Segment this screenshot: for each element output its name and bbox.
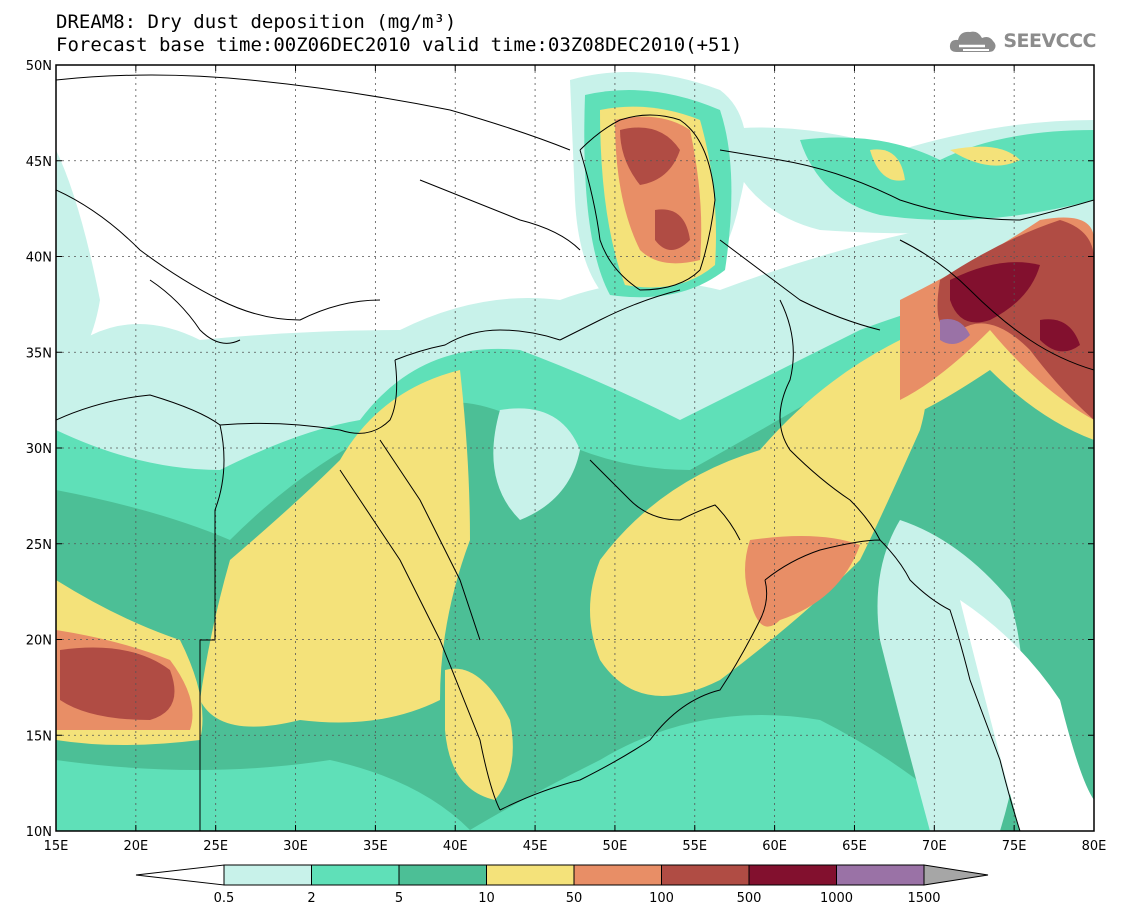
chart-title: DREAM8: Dry dust deposition (mg/m³): [56, 11, 457, 33]
lon-tick-label: 15E: [44, 839, 69, 854]
seevccc-logo: SEEVCCC: [947, 26, 1096, 56]
lon-tick-label: 45E: [523, 839, 548, 854]
lon-tick-label: 70E: [922, 839, 947, 854]
lat-tick-label: 10N: [26, 825, 52, 840]
colorbar: 0.5 2 5 10 50 100 500 1000 1500: [135, 864, 989, 906]
lat-tick-label: 40N: [26, 251, 52, 266]
lat-tick-label: 35N: [26, 346, 52, 361]
colorbar-swatch: [311, 864, 400, 886]
colorbar-label: 100: [649, 891, 674, 906]
lat-tick-label: 20N: [26, 634, 52, 649]
graticule: [56, 65, 1094, 831]
lon-tick-label: 20E: [123, 839, 148, 854]
lat-tick-label: 45N: [26, 155, 52, 170]
colorbar-label: 1500: [907, 891, 940, 906]
lon-tick-label: 50E: [603, 839, 628, 854]
lon-tick-label: 35E: [363, 839, 388, 854]
colorbar-label: 500: [737, 891, 762, 906]
deposition-field: [56, 65, 1094, 831]
colorbar-under-triangle: [135, 864, 225, 886]
lon-tick-label: 65E: [842, 839, 867, 854]
colorbar-swatch: [223, 864, 312, 886]
colorbar-swatch: [836, 864, 925, 886]
coastlines: [56, 74, 1094, 831]
lon-tick-label: 55E: [682, 839, 707, 854]
lat-tick-label: 25N: [26, 538, 52, 553]
lon-tick-label: 80E: [1082, 839, 1107, 854]
axis-ticks: 15E 20E 25E 30E 35E 40E 45E 50E 55E 60E 65E 70E 75E 8…: [26, 59, 1107, 854]
chart-subtitle: Forecast base time:00Z06DEC2010 valid ti…: [56, 34, 743, 56]
lon-tick-label: 75E: [1002, 839, 1027, 854]
lon-tick-label: 25E: [203, 839, 228, 854]
colorbar-swatch: [398, 864, 487, 886]
lon-tick-label: 60E: [762, 839, 787, 854]
colorbar-over-triangle: [923, 864, 989, 886]
cloud-icon: [950, 31, 996, 52]
colorbar-label: 10: [478, 891, 495, 906]
lon-tick-label: 30E: [283, 839, 308, 854]
colorbar-label: 50: [566, 891, 583, 906]
colorbar-label: 2: [307, 891, 315, 906]
colorbar-swatch: [486, 864, 575, 886]
lat-tick-label: 50N: [26, 59, 52, 74]
colorbar-label: 0.5: [214, 891, 235, 906]
lat-tick-label: 30N: [26, 442, 52, 457]
colorbar-label: 1000: [820, 891, 853, 906]
colorbar-swatch: [748, 864, 837, 886]
colorbar-swatch: [661, 864, 750, 886]
lat-tick-label: 15N: [26, 729, 52, 744]
lon-tick-label: 40E: [443, 839, 468, 854]
logo-text: SEEVCCC: [1003, 30, 1096, 52]
colorbar-label: 5: [395, 891, 403, 906]
colorbar-swatch: [573, 864, 662, 886]
